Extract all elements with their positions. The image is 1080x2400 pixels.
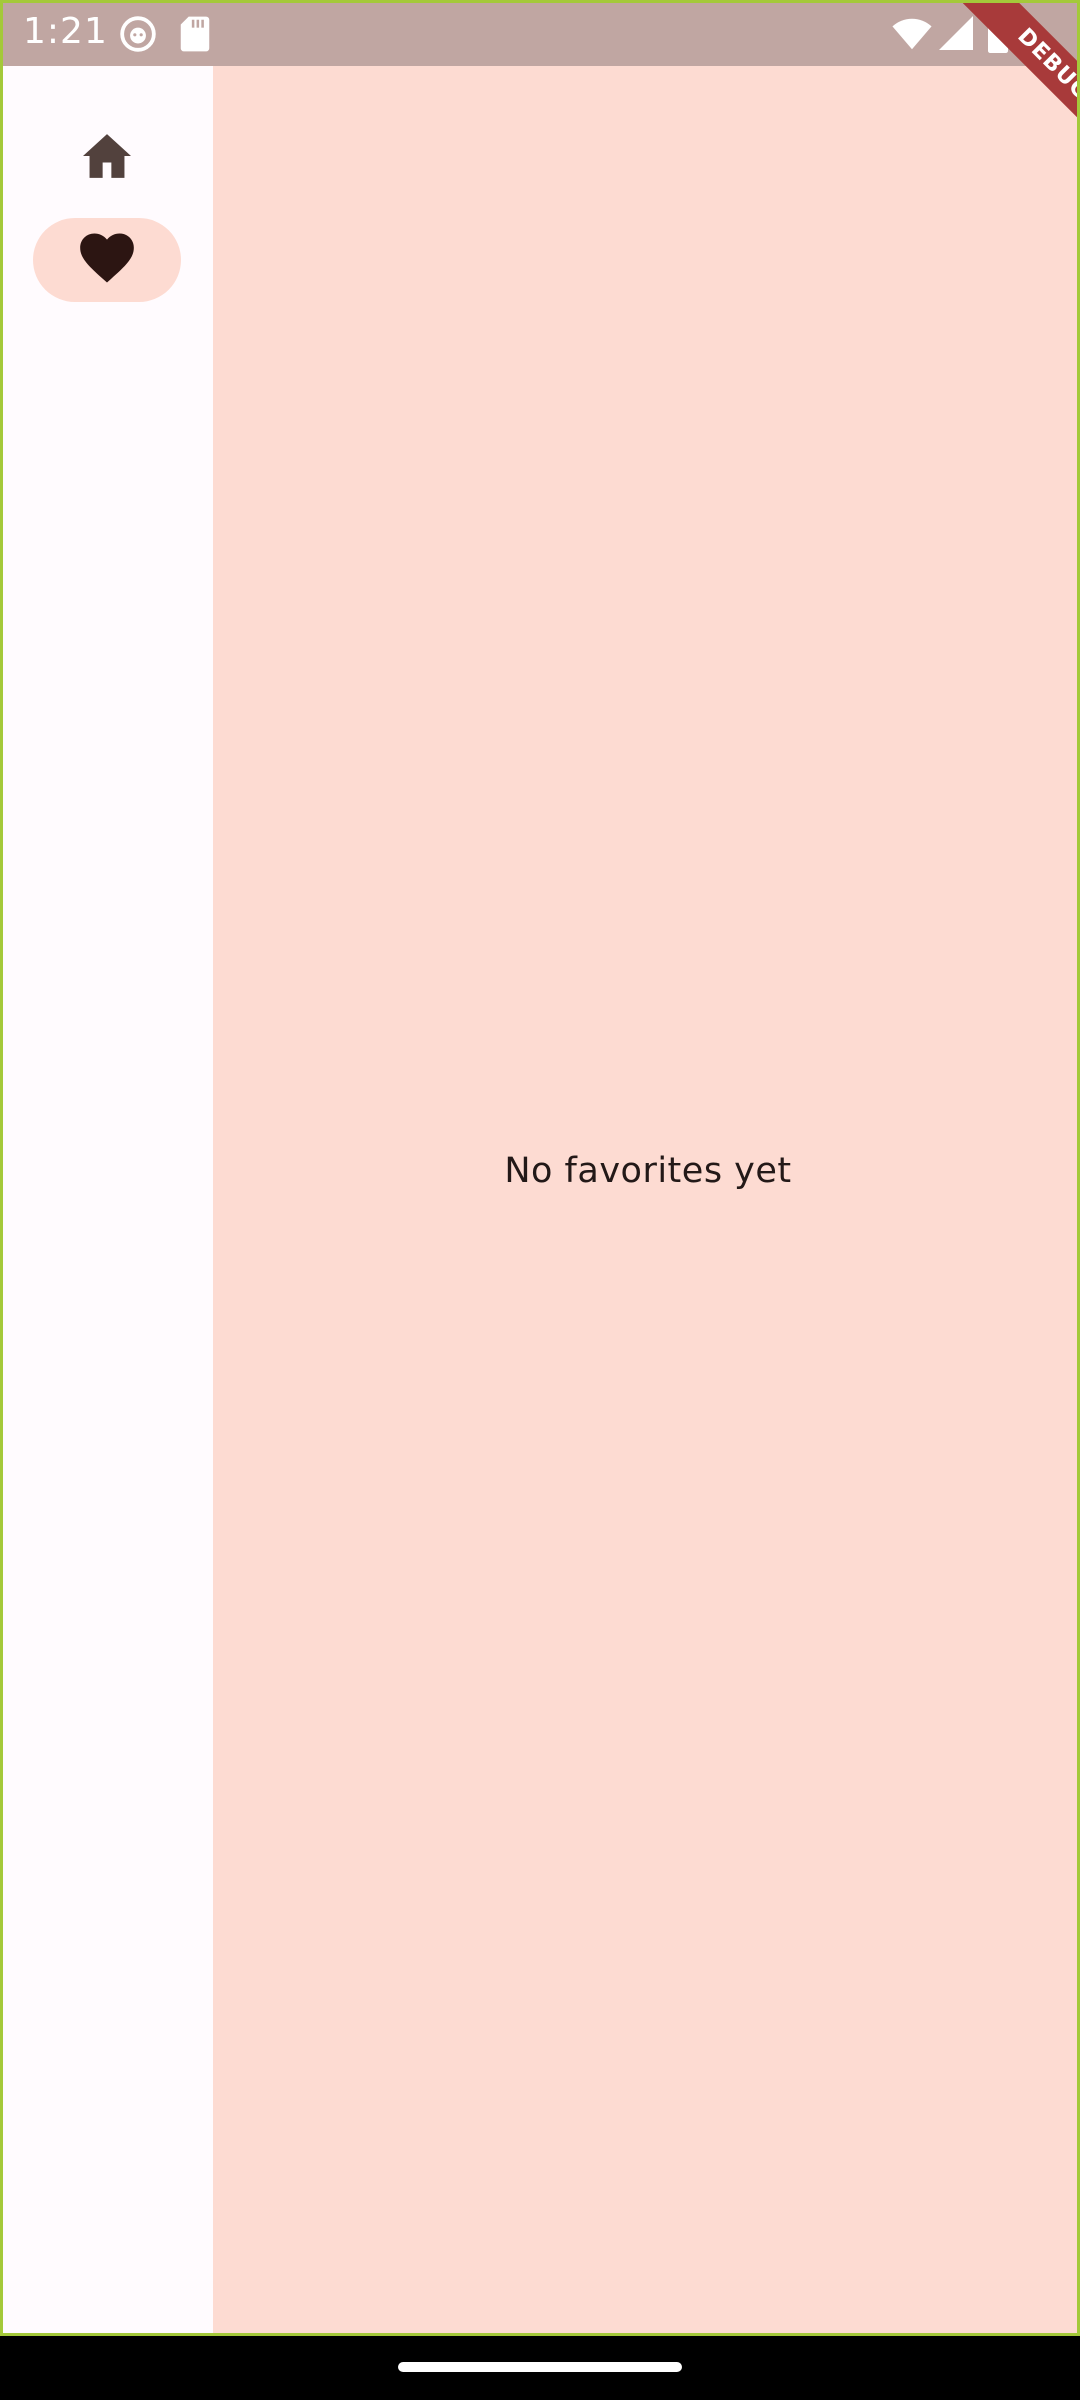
status-bar: 1:21 <box>3 3 1077 66</box>
signal-icon <box>939 15 973 55</box>
app-screen: 1:21 <box>0 0 1080 2336</box>
home-gesture-bar[interactable] <box>398 2362 682 2372</box>
favorites-content: No favorites yet <box>213 66 1077 2333</box>
nav-destination-favorites[interactable] <box>33 218 181 302</box>
navigation-rail <box>3 66 213 2333</box>
battery-icon <box>987 13 1009 57</box>
wifi-icon <box>891 17 933 55</box>
home-icon <box>80 132 134 184</box>
face-notification-icon <box>119 15 157 57</box>
heart-icon <box>79 232 135 288</box>
nav-destination-home[interactable] <box>33 116 181 200</box>
sd-card-icon <box>179 15 211 57</box>
empty-favorites-message: No favorites yet <box>504 1151 792 1191</box>
status-time: 1:21 <box>23 11 108 52</box>
